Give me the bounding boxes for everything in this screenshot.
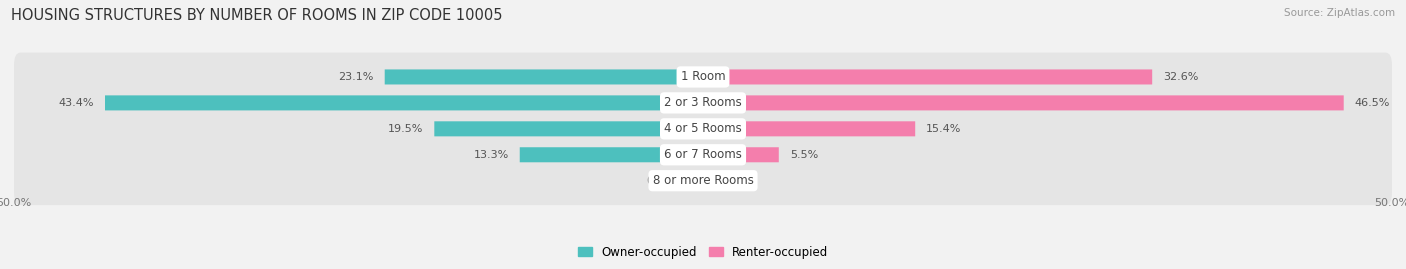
FancyBboxPatch shape (105, 95, 703, 110)
Text: 46.5%: 46.5% (1355, 98, 1391, 108)
FancyBboxPatch shape (434, 121, 703, 136)
Text: 19.5%: 19.5% (388, 124, 423, 134)
FancyBboxPatch shape (14, 52, 1392, 101)
Text: 13.3%: 13.3% (474, 150, 509, 160)
FancyBboxPatch shape (520, 147, 703, 162)
Legend: Owner-occupied, Renter-occupied: Owner-occupied, Renter-occupied (572, 241, 834, 263)
Text: 4 or 5 Rooms: 4 or 5 Rooms (664, 122, 742, 135)
FancyBboxPatch shape (703, 147, 779, 162)
FancyBboxPatch shape (14, 130, 1392, 179)
Text: Source: ZipAtlas.com: Source: ZipAtlas.com (1284, 8, 1395, 18)
Text: 0.74%: 0.74% (647, 176, 682, 186)
Text: HOUSING STRUCTURES BY NUMBER OF ROOMS IN ZIP CODE 10005: HOUSING STRUCTURES BY NUMBER OF ROOMS IN… (11, 8, 503, 23)
FancyBboxPatch shape (14, 79, 1392, 127)
FancyBboxPatch shape (693, 173, 703, 188)
Text: 23.1%: 23.1% (339, 72, 374, 82)
FancyBboxPatch shape (14, 104, 1392, 153)
FancyBboxPatch shape (703, 121, 915, 136)
Text: 1 Room: 1 Room (681, 70, 725, 83)
Text: 43.4%: 43.4% (59, 98, 94, 108)
Text: 32.6%: 32.6% (1163, 72, 1198, 82)
Text: 8 or more Rooms: 8 or more Rooms (652, 174, 754, 187)
Text: 0.0%: 0.0% (714, 176, 742, 186)
FancyBboxPatch shape (14, 156, 1392, 205)
Text: 2 or 3 Rooms: 2 or 3 Rooms (664, 96, 742, 109)
Text: 6 or 7 Rooms: 6 or 7 Rooms (664, 148, 742, 161)
Text: 5.5%: 5.5% (790, 150, 818, 160)
FancyBboxPatch shape (385, 69, 703, 84)
FancyBboxPatch shape (703, 69, 1152, 84)
Text: 15.4%: 15.4% (927, 124, 962, 134)
FancyBboxPatch shape (703, 95, 1344, 110)
